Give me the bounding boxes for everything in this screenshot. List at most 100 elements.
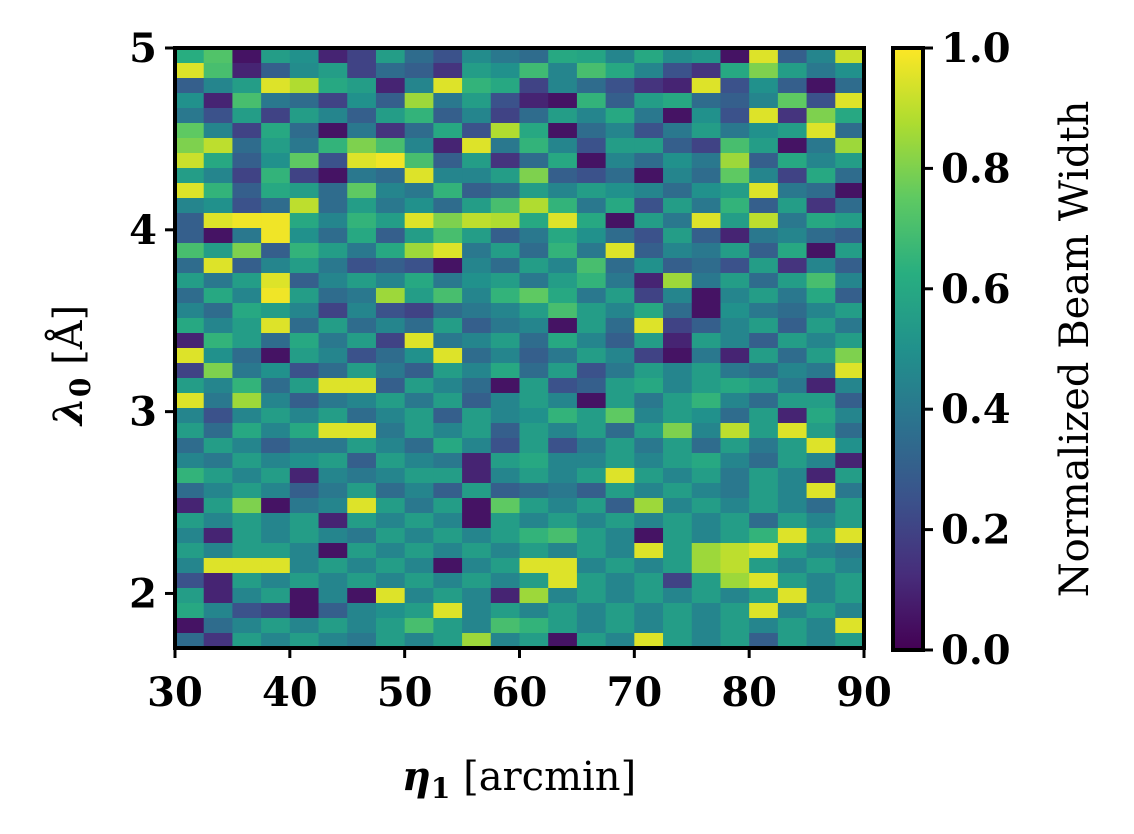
heatmap-cell (375, 78, 406, 94)
heatmap-cell (433, 228, 463, 244)
heatmap-cell (663, 408, 693, 424)
heatmap-cell (289, 318, 320, 334)
heatmap-cell (232, 573, 262, 589)
heatmap-cell (519, 498, 549, 514)
heatmap-cell (462, 513, 492, 529)
heatmap-cell (605, 273, 635, 289)
heatmap-cell (749, 318, 779, 334)
heatmap-cell (318, 363, 348, 379)
heatmap-cell (634, 528, 664, 544)
heatmap-cell (749, 513, 779, 529)
heatmap-cell (691, 93, 722, 109)
heatmap-cell (232, 543, 262, 559)
heatmap-cell (232, 48, 262, 64)
heatmap-cell (347, 498, 377, 514)
heatmap-cell (318, 468, 348, 484)
heatmap-cell (203, 48, 234, 64)
heatmap-cell (806, 153, 836, 169)
heatmap-cell (203, 168, 234, 184)
heatmap-cell (318, 498, 348, 514)
heatmap-cell (462, 423, 492, 439)
heatmap-cell (720, 513, 750, 529)
heatmap-cell (634, 168, 664, 184)
heatmap-cell (519, 588, 549, 604)
heatmap-cell (404, 498, 434, 514)
heatmap-cell (663, 333, 693, 349)
heatmap-cell (232, 333, 262, 349)
heatmap-cell (462, 63, 492, 79)
heatmap-cell (404, 303, 434, 319)
heatmap-cell (404, 243, 434, 259)
heatmap-cell (462, 318, 492, 334)
heatmap-cell (663, 273, 693, 289)
heatmap-cell (519, 168, 549, 184)
heatmap-cell (663, 378, 693, 394)
heatmap-cell (433, 213, 463, 229)
heatmap-cell (777, 438, 808, 454)
heatmap-cell (777, 408, 808, 424)
heatmap-cell (462, 228, 492, 244)
heatmap-cell (634, 633, 664, 649)
heatmap-cell (347, 423, 377, 439)
heatmap-cell (777, 453, 808, 469)
heatmap-cell (347, 93, 377, 109)
heatmap-cell (605, 573, 635, 589)
heatmap-cell (720, 153, 750, 169)
heatmap-cell (576, 543, 607, 559)
heatmap-cell (490, 363, 521, 379)
heatmap-cell (519, 153, 549, 169)
heatmap-cell (576, 513, 607, 529)
heatmap-cell (318, 93, 348, 109)
heatmap-cell (203, 618, 234, 634)
heatmap-cell (203, 198, 234, 214)
heatmap-cell (691, 123, 722, 139)
heatmap-cell (232, 423, 262, 439)
heatmap-cell (433, 543, 463, 559)
heatmap-cell (835, 138, 865, 154)
heatmap-cell (375, 618, 406, 634)
heatmap-cell (347, 618, 377, 634)
heatmap-cell (462, 348, 492, 364)
heatmap-cell (318, 258, 348, 274)
heatmap-cell (347, 183, 377, 199)
heatmap-cell (691, 423, 722, 439)
heatmap-cell (203, 423, 234, 439)
heatmap-cell (375, 243, 406, 259)
heatmap-cell (232, 288, 262, 304)
heatmap-cell (691, 303, 722, 319)
heatmap-cell (605, 483, 635, 499)
heatmap-cell (318, 483, 348, 499)
heatmap-cell (663, 213, 693, 229)
heatmap-cell (289, 633, 320, 649)
heatmap-cell (691, 363, 722, 379)
heatmap-cell (347, 63, 377, 79)
heatmap-cell (289, 198, 320, 214)
heatmap-cell (462, 123, 492, 139)
heatmap-cell (289, 273, 320, 289)
heatmap-cell (462, 213, 492, 229)
heatmap-cell (519, 243, 549, 259)
heatmap-cell (605, 363, 635, 379)
heatmap-cell (375, 303, 406, 319)
heatmap-cell (720, 348, 750, 364)
heatmap-cell (462, 633, 492, 649)
heatmap-cell (175, 378, 205, 394)
heatmap-cell (777, 603, 808, 619)
heatmap-cell (433, 93, 463, 109)
heatmap-cell (347, 153, 377, 169)
heatmap-cell (175, 558, 205, 574)
heatmap-cell (749, 573, 779, 589)
heatmap-cell (175, 468, 205, 484)
heatmap-cell (749, 48, 779, 64)
heatmap-cell (720, 63, 750, 79)
heatmap-cell (261, 258, 291, 274)
heatmap-cell (663, 558, 693, 574)
heatmap-cell (375, 543, 406, 559)
heatmap-cell (232, 363, 262, 379)
heatmap-cell (433, 348, 463, 364)
heatmap-cell (289, 618, 320, 634)
heatmap-cell (806, 543, 836, 559)
heatmap-cell (519, 228, 549, 244)
heatmap-cell (806, 78, 836, 94)
heatmap-cell (806, 138, 836, 154)
